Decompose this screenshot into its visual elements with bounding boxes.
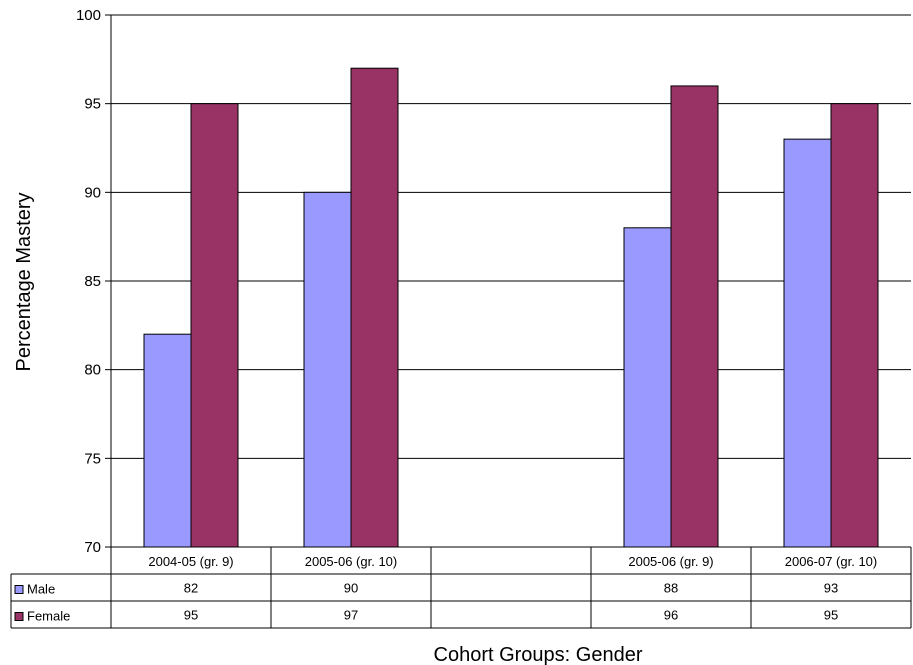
y-tick-label: 85 <box>84 273 101 290</box>
y-tick-label: 90 <box>84 184 101 201</box>
data-label: 96 <box>664 608 678 623</box>
y-tick-label: 75 <box>84 450 101 467</box>
x-category-label: 2005-06 (gr. 10) <box>305 554 398 569</box>
bar-female <box>190 103 239 548</box>
data-label: 95 <box>824 608 838 623</box>
data-label: 95 <box>184 608 198 623</box>
bar-male <box>143 333 192 548</box>
y-tick-label: 100 <box>76 7 101 24</box>
bar-male <box>783 138 832 548</box>
bar-male <box>303 191 352 548</box>
gridlines <box>111 14 911 459</box>
x-axis-title: Cohort Groups: Gender <box>434 644 643 665</box>
y-tick-labels: 70 75 80 85 90 95 100 <box>76 7 101 556</box>
bar-female <box>350 67 399 548</box>
axes <box>105 14 911 548</box>
x-category-label: 2005-06 (gr. 9) <box>628 554 713 569</box>
bar-female <box>670 85 719 548</box>
y-axis-title: Percentage Mastery <box>13 193 35 372</box>
x-category-label: 2004-05 (gr. 9) <box>148 554 233 569</box>
legend-label: Male <box>27 582 55 597</box>
data-label: 88 <box>664 581 678 596</box>
bars <box>143 67 879 548</box>
y-tick-label: 80 <box>84 362 101 379</box>
data-label: 90 <box>344 581 358 596</box>
legend-swatch-male <box>14 585 24 594</box>
data-label: 82 <box>184 581 198 596</box>
data-table: 2004-05 (gr. 9) 2005-06 (gr. 10) 2005-06 (… <box>10 547 912 629</box>
data-label: 93 <box>824 581 838 596</box>
legend-label: Female <box>27 609 70 624</box>
legend-swatch-female <box>14 612 24 621</box>
x-category-label: 2006-07 (gr. 10) <box>785 554 878 569</box>
bar-female <box>830 103 879 548</box>
y-tick-label: 70 <box>84 539 101 556</box>
bar-male <box>623 227 672 548</box>
y-tick-label: 95 <box>84 96 101 113</box>
data-label: 97 <box>344 608 358 623</box>
